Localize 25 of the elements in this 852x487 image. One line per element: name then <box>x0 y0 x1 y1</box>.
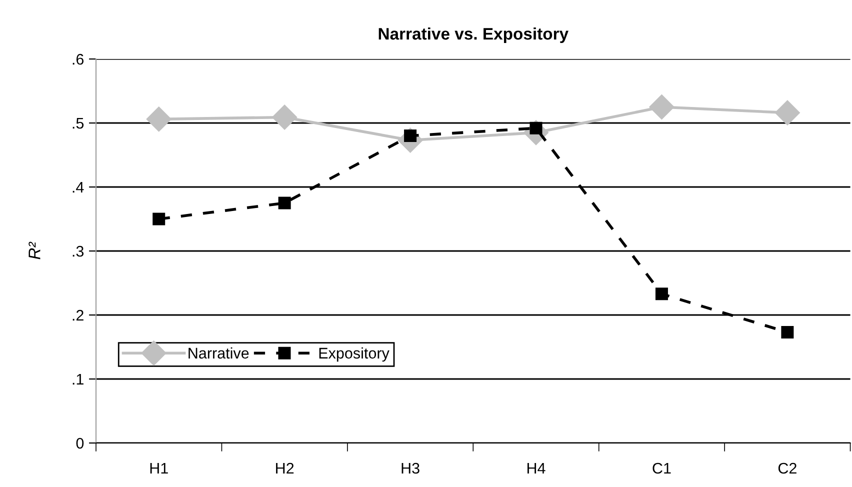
x-tick-label: H4 <box>527 463 546 474</box>
x-tick-label: C2 <box>778 462 796 474</box>
y-tick-label: .4 <box>72 182 84 193</box>
y-tick-label: .2 <box>72 310 84 321</box>
y-tick-label: .6 <box>72 54 84 65</box>
y-axis-title: R² <box>28 242 40 260</box>
point <box>649 94 674 120</box>
point <box>774 100 800 126</box>
y-tick-label: .1 <box>72 374 84 385</box>
point <box>781 326 794 339</box>
x-tick-label: H2 <box>276 462 294 474</box>
x-tick-label: H1 <box>150 463 168 474</box>
point <box>146 106 172 132</box>
point <box>272 104 298 130</box>
point <box>278 196 291 210</box>
y-tick-label: 0 <box>76 438 84 449</box>
legend-label: Narrative <box>188 347 249 359</box>
point <box>655 288 668 300</box>
x-tick-label: C1 <box>652 462 671 474</box>
point <box>152 212 166 226</box>
legend-label: Expository <box>319 347 390 362</box>
x-tick-label: H3 <box>402 462 420 474</box>
y-tick-label: .3 <box>72 246 84 257</box>
y-tick-label: .5 <box>72 118 84 129</box>
chart-title: Narrative vs. Expository <box>378 27 568 44</box>
